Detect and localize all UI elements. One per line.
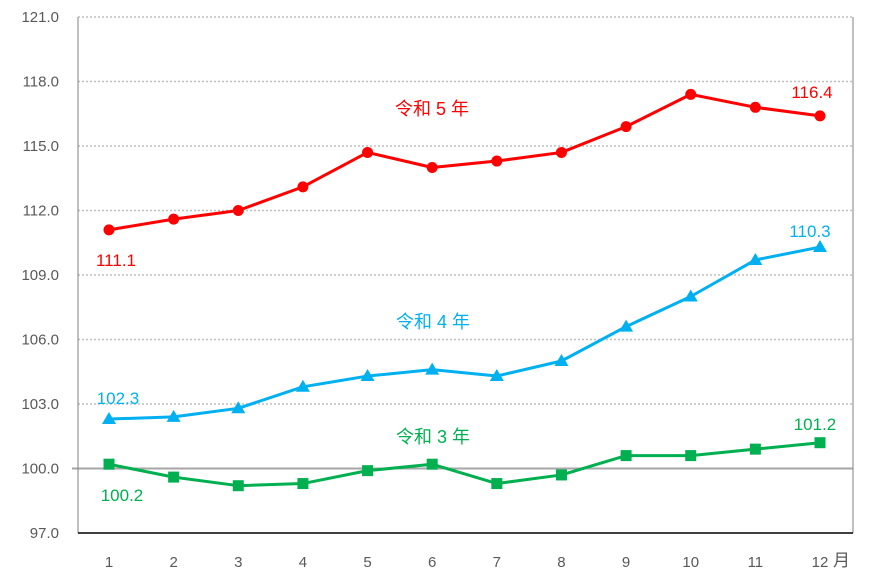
- series-label: 令和 5 年: [395, 99, 469, 119]
- x-tick-label: 9: [622, 554, 630, 571]
- y-tick-label: 97.0: [30, 525, 59, 542]
- circle-marker-icon: [749, 101, 761, 113]
- square-marker-icon: [232, 480, 244, 492]
- square-marker-icon: [426, 458, 438, 470]
- circle-marker-icon: [814, 110, 826, 122]
- triangle-marker-icon: [166, 409, 181, 422]
- x-tick-label: 7: [493, 554, 501, 571]
- y-tick-label: 106.0: [21, 332, 59, 349]
- gridlines: [72, 16, 853, 470]
- square-marker-icon: [103, 458, 115, 470]
- x-tick-label: 11: [748, 554, 764, 571]
- triangle-marker-icon: [102, 412, 116, 425]
- square-marker-icon: [685, 450, 697, 462]
- series-line: [108, 441, 821, 488]
- square-marker-icon: [814, 437, 826, 449]
- circle-marker-icon: [426, 162, 438, 173]
- square-marker-icon: [362, 465, 374, 477]
- x-tick-label: 3: [234, 554, 242, 571]
- circle-marker-icon: [297, 181, 309, 193]
- axes: 121.0 118.0 115.0 112.0 109.0 106.0 103.0 100.0…: [21, 9, 854, 571]
- series-line: [108, 245, 821, 421]
- y-tick-label: 115.0: [23, 138, 59, 155]
- y-tick-label: 121.0: [21, 9, 59, 26]
- triangle-marker-icon: [813, 240, 827, 253]
- x-tick-label: 5: [363, 554, 371, 571]
- triangle-marker-icon: [683, 289, 698, 302]
- x-tick-label: 1: [105, 554, 113, 571]
- triangle-marker-icon: [489, 369, 504, 382]
- triangle-marker-icon: [554, 354, 569, 366]
- x-tick-label: 12: [812, 554, 829, 571]
- circle-marker-icon: [103, 224, 115, 236]
- series-label: 令和 3 年: [396, 427, 470, 447]
- x-tick-label: 8: [557, 554, 565, 571]
- y-tick-label: 103.0: [21, 396, 59, 413]
- triangle-marker-icon: [425, 362, 440, 375]
- y-tick-label: 100.0: [21, 461, 59, 478]
- triangle-marker-icon: [748, 252, 763, 265]
- circle-marker-icon: [362, 146, 374, 158]
- last-value-label: 101.2: [794, 415, 837, 434]
- circle-marker-icon: [685, 88, 697, 100]
- data-labels: 令和 5 年 111.1 116.4 令和 4 年 102.3 110.3 令和 3 年 10…: [96, 83, 836, 505]
- square-marker-icon: [297, 478, 309, 490]
- first-value-label: 111.1: [96, 251, 136, 270]
- series-group: [102, 88, 827, 492]
- x-tick-label: 4: [299, 554, 307, 571]
- first-value-label: 100.2: [101, 486, 144, 505]
- triangle-marker-icon: [231, 401, 246, 414]
- circle-marker-icon: [620, 121, 632, 133]
- square-marker-icon: [555, 469, 567, 481]
- y-tick-label: 118.0: [23, 74, 59, 91]
- square-marker-icon: [491, 478, 503, 490]
- y-tick-label: 109.0: [21, 267, 59, 284]
- last-value-label: 116.4: [791, 83, 832, 102]
- series-line: [108, 92, 821, 232]
- square-marker-icon: [749, 443, 761, 455]
- x-unit-label: 月: [833, 551, 850, 570]
- circle-marker-icon: [168, 213, 180, 225]
- circle-marker-icon: [555, 146, 567, 158]
- triangle-marker-icon: [360, 369, 375, 382]
- triangle-marker-icon: [295, 379, 310, 392]
- circle-marker-icon: [491, 155, 503, 167]
- series-label: 令和 4 年: [396, 312, 470, 332]
- x-tick-label: 6: [428, 554, 436, 571]
- circle-marker-icon: [232, 205, 244, 216]
- y-tick-label: 112.0: [23, 203, 59, 220]
- last-value-label: 110.3: [789, 222, 830, 241]
- first-value-label: 102.3: [97, 389, 140, 408]
- x-tick-label: 2: [169, 554, 177, 571]
- square-marker-icon: [168, 471, 180, 483]
- triangle-marker-icon: [619, 319, 634, 332]
- x-tick-label: 10: [682, 554, 699, 571]
- square-marker-icon: [620, 450, 632, 462]
